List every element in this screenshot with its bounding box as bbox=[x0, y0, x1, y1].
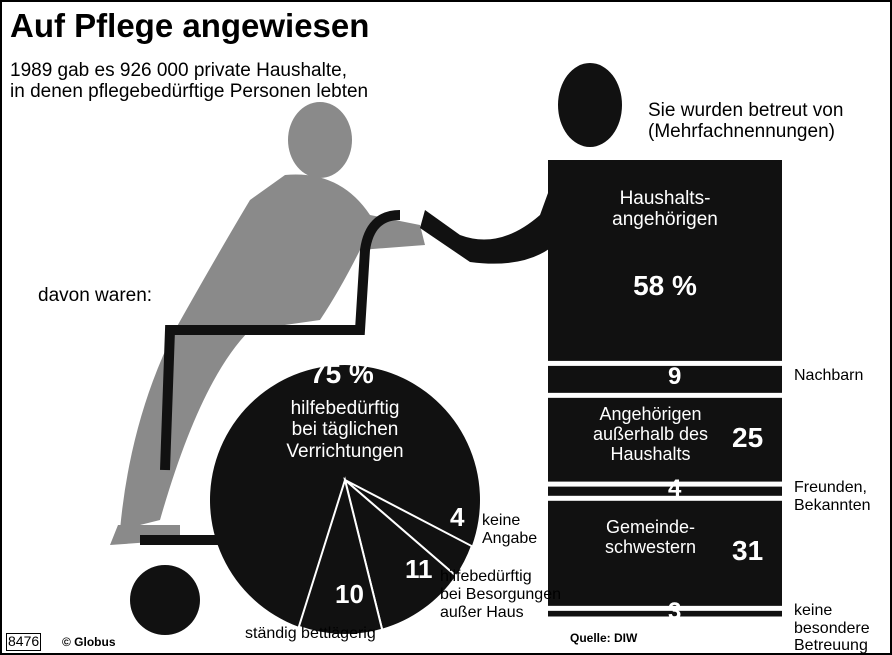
title: Auf Pflege angewiesen bbox=[10, 8, 369, 45]
pie-label: hilfebedürftig bei Besorgungen außer Hau… bbox=[440, 568, 561, 622]
bar-label: Haushalts- angehörigen bbox=[548, 188, 782, 231]
bar-value-label: 3 bbox=[668, 599, 681, 626]
bar-value-label: 25 bbox=[732, 422, 763, 453]
pie-label: keine Angabe bbox=[482, 512, 537, 548]
pie-value-label: 10 bbox=[335, 580, 364, 609]
source: Quelle: DIW bbox=[570, 632, 637, 645]
bar-label: keine besondere Betreuung bbox=[794, 602, 870, 655]
bar-label: Nachbarn bbox=[794, 367, 863, 385]
wheel bbox=[130, 565, 200, 635]
subtitle: 1989 gab es 926 000 private Haushalte, i… bbox=[10, 60, 368, 103]
bar-segment bbox=[548, 366, 782, 393]
code: 8476 bbox=[6, 633, 41, 651]
pie-value-label: 11 bbox=[405, 555, 433, 584]
bar-segment bbox=[548, 487, 782, 496]
bar-label: Freunden, Bekannten bbox=[794, 479, 871, 515]
credit: © Globus bbox=[62, 636, 116, 649]
bar-label: Angehörigen außerhalb des Haushalts bbox=[588, 404, 713, 464]
bar-value-label: 4 bbox=[668, 476, 681, 503]
pie-label: hilfebedürftig bei täglichen Verrichtung… bbox=[250, 398, 440, 462]
bar-value-label: 9 bbox=[668, 364, 681, 391]
pie-value-label: 75 % bbox=[310, 358, 380, 389]
bar-label: Gemeinde- schwestern bbox=[588, 517, 713, 557]
bar-value-label: 58 % bbox=[548, 270, 782, 301]
bar-title: Sie wurden betreut von (Mehrfachnennunge… bbox=[648, 100, 843, 143]
bar-segment bbox=[548, 611, 782, 617]
pie-label: ständig bettlägerig bbox=[245, 625, 376, 643]
bar-value-label: 31 bbox=[732, 535, 763, 566]
page: Auf Pflege angewiesen 1989 gab es 926 00… bbox=[0, 0, 892, 655]
pie-value-label: 4 bbox=[450, 503, 464, 532]
pie-title: davon waren: bbox=[38, 285, 152, 306]
